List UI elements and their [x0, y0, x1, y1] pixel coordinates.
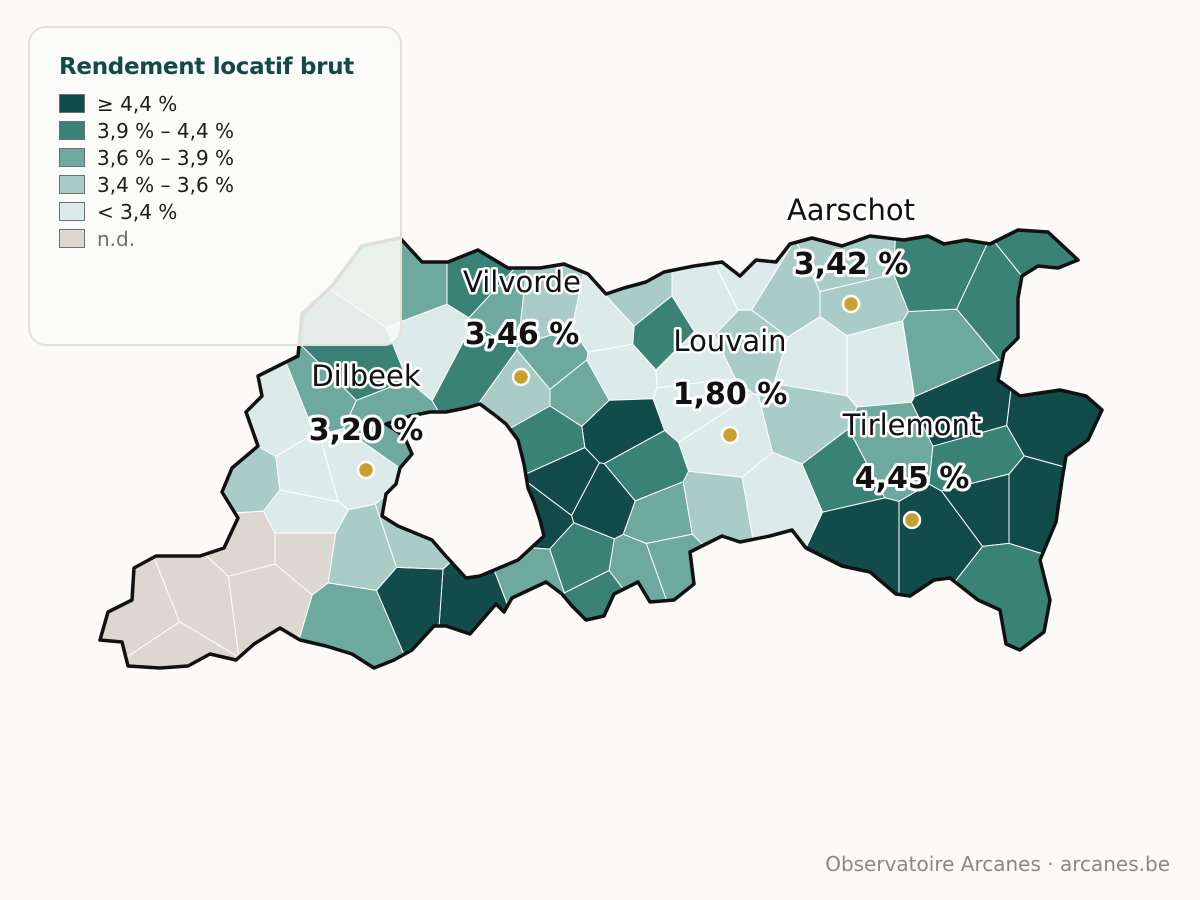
city-name-label: Tirlemont: [842, 408, 981, 442]
legend-swatch: [59, 148, 85, 167]
legend-item: n.d.: [59, 225, 400, 252]
municipality-area: [652, 378, 754, 443]
legend-item: < 3,4 %: [59, 198, 400, 225]
legend-items: ≥ 4,4 % 3,9 % – 4,4 % 3,6 % – 3,9 % 3,4 % –…: [59, 90, 400, 252]
legend-item: 3,9 % – 4,4 %: [59, 117, 400, 144]
legend: Rendement locatif brut ≥ 4,4 % 3,9 % – 4,…: [28, 26, 402, 346]
legend-title: Rendement locatif brut: [59, 54, 354, 80]
legend-label: 3,6 % – 3,9 %: [97, 145, 235, 170]
city-value-label: 4,45 %: [855, 461, 970, 496]
city-name-label: Louvain: [673, 324, 786, 358]
legend-swatch: [59, 202, 85, 221]
city-value-label: 3,46 %: [465, 317, 580, 352]
city-name-label: Dilbeek: [311, 359, 421, 393]
source-credit: Observatoire Arcanes · arcanes.be: [825, 852, 1170, 876]
legend-swatch: [59, 121, 85, 140]
city-value-label: 3,42 %: [794, 247, 909, 282]
legend-swatch: [59, 175, 85, 194]
legend-label: ≥ 4,4 %: [97, 91, 178, 116]
city-name-label: Aarschot: [787, 193, 915, 227]
city-value-label: 1,80 %: [673, 377, 788, 412]
legend-label: 3,4 % – 3,6 %: [97, 172, 235, 197]
municipality-area: [645, 533, 779, 668]
legend-item: ≥ 4,4 %: [59, 90, 400, 117]
municipality-area: [483, 543, 565, 668]
legend-swatch: [59, 229, 85, 248]
city-value-label: 3,20 %: [309, 413, 424, 448]
city-marker: [356, 460, 376, 480]
city-name-label: Vilvorde: [463, 265, 581, 299]
city-marker: [902, 510, 922, 530]
legend-label: 3,9 % – 4,4 %: [97, 118, 235, 143]
legend-item: 3,6 % – 3,9 %: [59, 144, 400, 171]
legend-label: < 3,4 %: [97, 199, 178, 224]
municipality-area: [928, 425, 1025, 492]
city-marker: [841, 294, 861, 314]
city-marker: [720, 425, 740, 445]
legend-label: n.d.: [97, 226, 136, 251]
legend-swatch: [59, 94, 85, 113]
city-marker: [511, 367, 531, 387]
legend-item: 3,4 % – 3,6 %: [59, 171, 400, 198]
